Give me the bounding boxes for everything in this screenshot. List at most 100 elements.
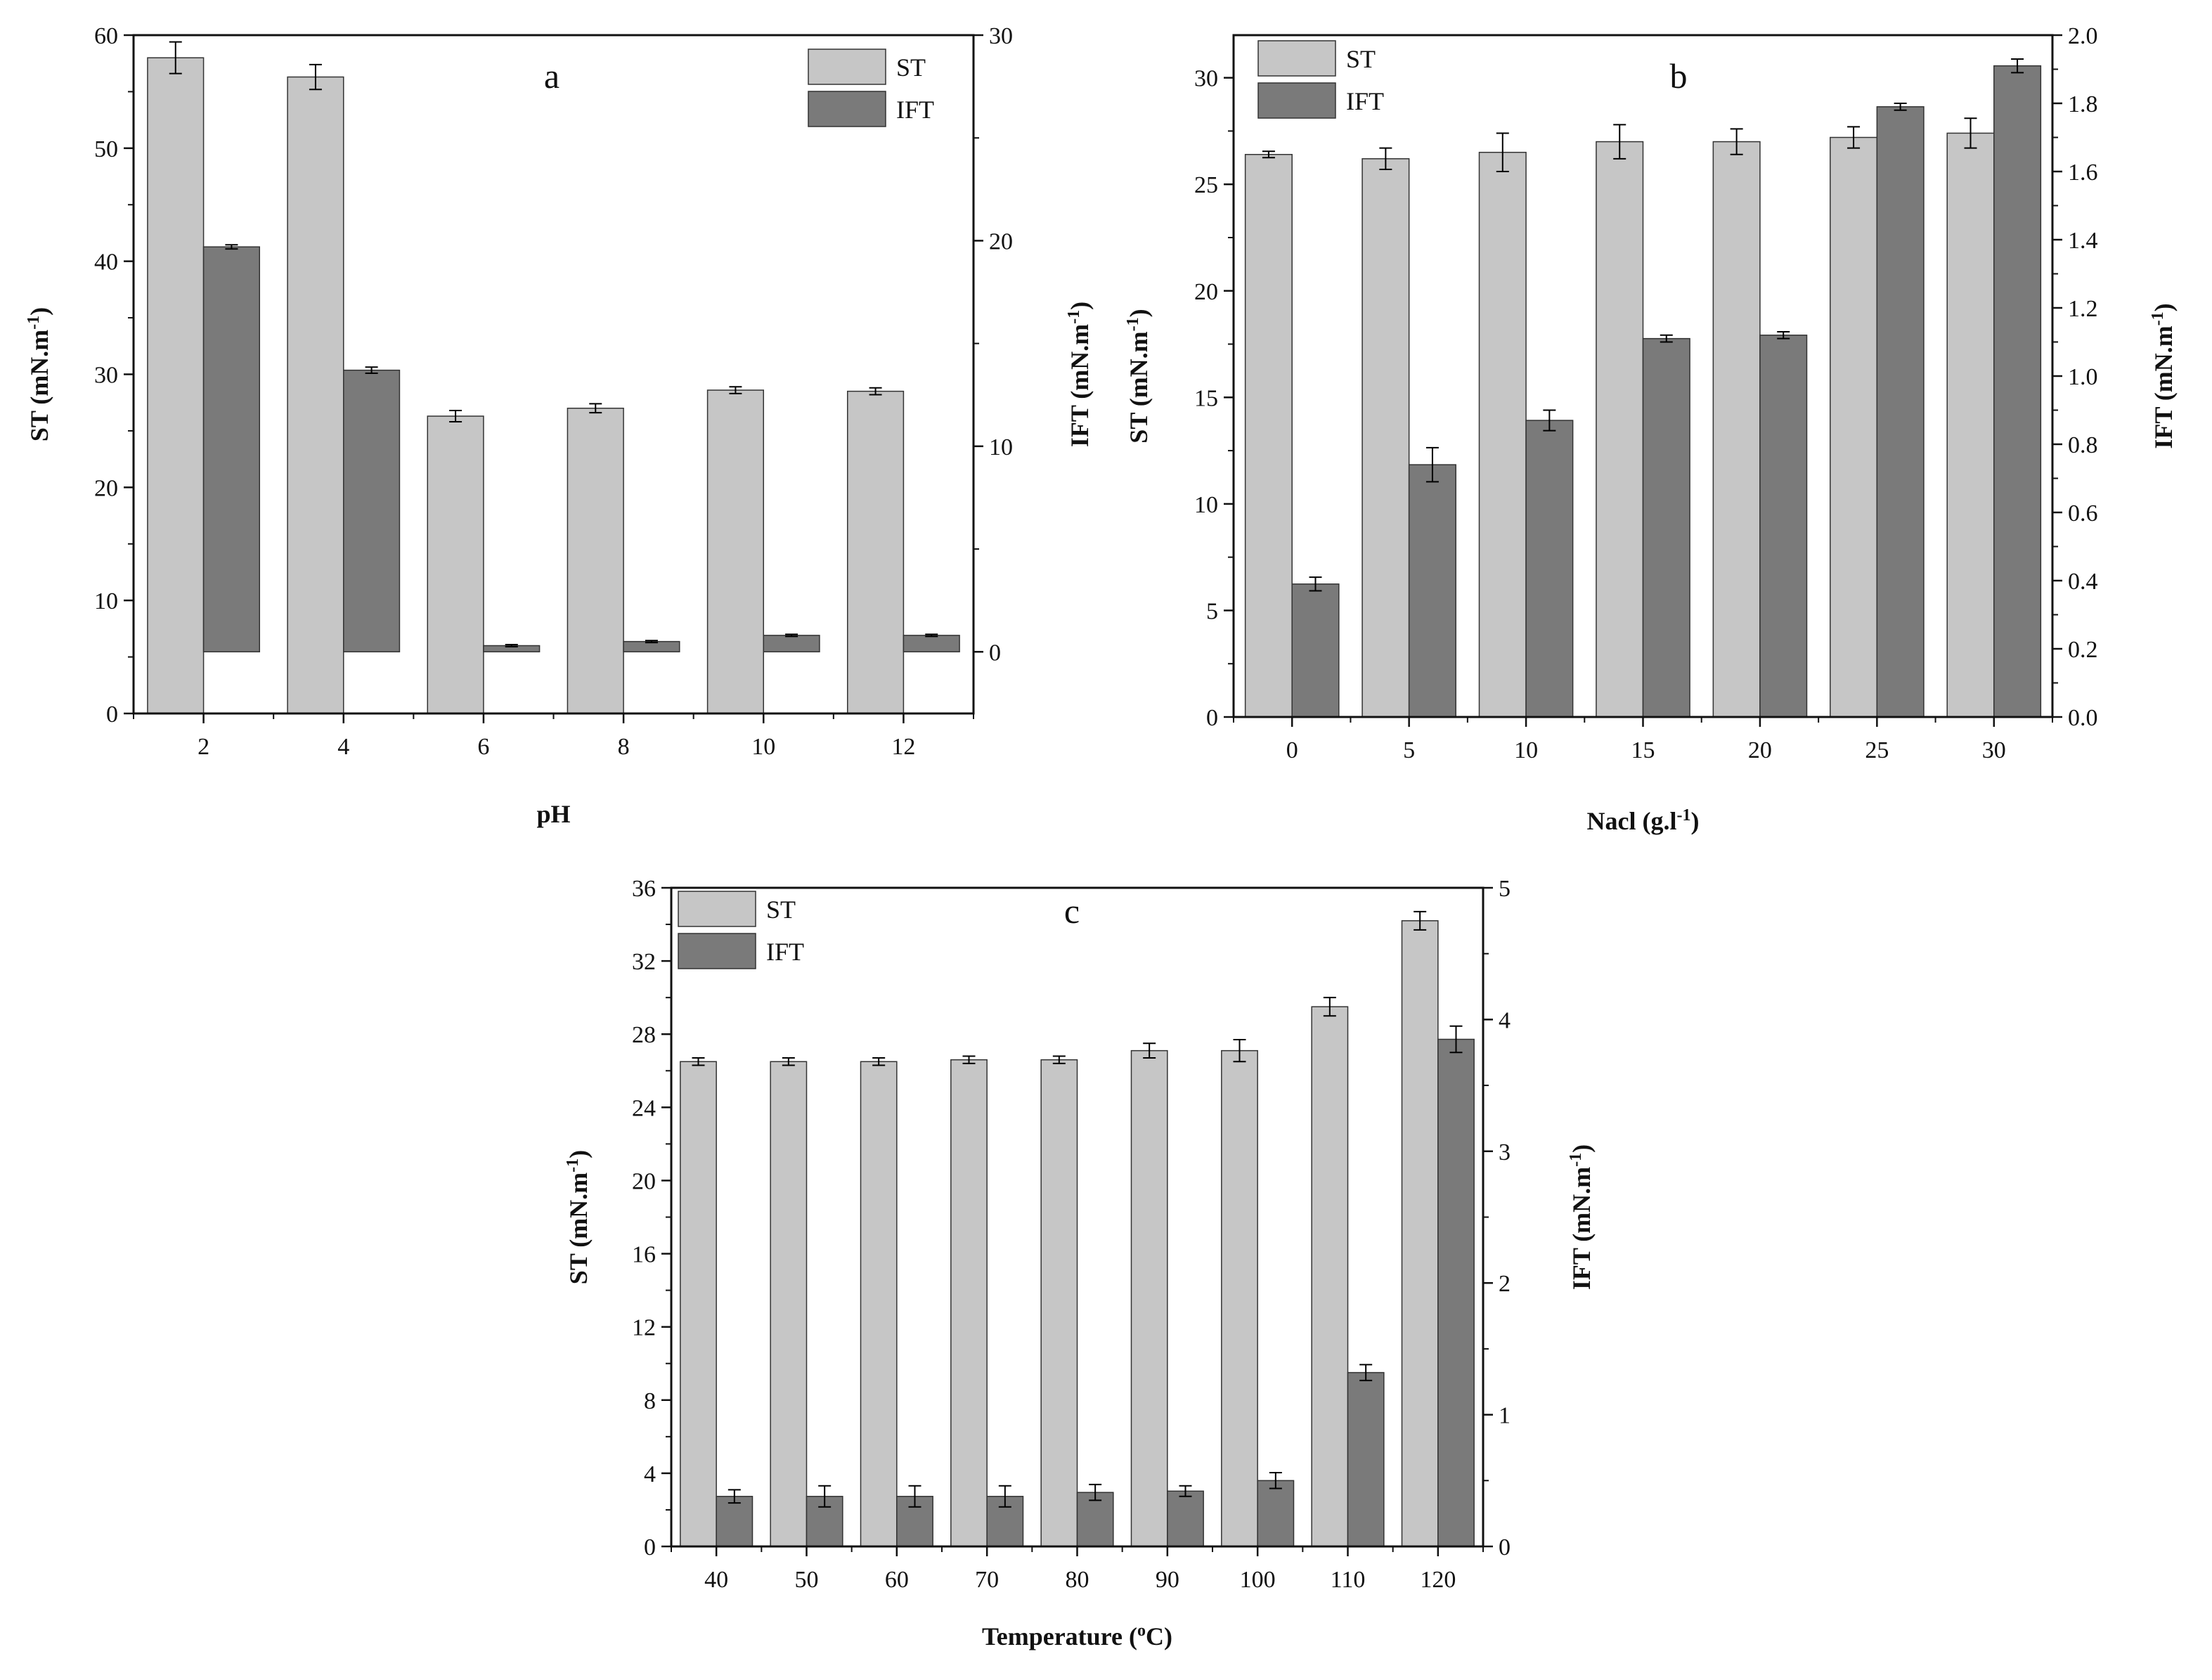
y-right-tick-label: 0.2 (2068, 637, 2098, 663)
bar-st (860, 1061, 898, 1547)
bar-st (1946, 132, 1995, 718)
bar-st (567, 408, 624, 714)
bar-st (847, 390, 905, 714)
legend-swatch-ift (1257, 82, 1336, 119)
y-right-tick-label: 0.4 (2068, 569, 2098, 595)
bar-st (147, 57, 205, 714)
bar-st (1221, 1049, 1258, 1547)
y-right-axis-title: IFT (mN.m-1) (2149, 303, 2178, 448)
y-right-tick-label: 20 (989, 228, 1013, 254)
y-right-tick-label: 1.4 (2068, 228, 2098, 254)
x-tick-label: 2 (198, 734, 209, 760)
y-left-tick-label: 30 (1194, 66, 1218, 92)
bar-st (427, 415, 484, 714)
legend-swatch-ift (808, 91, 886, 127)
panel-letter: c (1064, 891, 1080, 931)
y-right-axis-title: IFT (mN.m-1) (1065, 302, 1094, 447)
y-right-tick-label: 1.8 (2068, 91, 2098, 117)
x-tick-label: 5 (1403, 737, 1415, 763)
y-left-tick-label: 0 (106, 702, 118, 728)
y-right-axis-title: IFT (mN.m-1) (1567, 1144, 1596, 1290)
y-left-tick-label: 8 (644, 1388, 656, 1414)
bar-ift (1642, 337, 1690, 718)
y-right-tick-label: 30 (989, 23, 1013, 49)
bar-st (1362, 158, 1410, 718)
bar-ift (202, 246, 261, 653)
bar-st (1311, 1006, 1349, 1547)
x-tick-label: 12 (891, 734, 915, 760)
chart-panel-a: 2 4 6 8 10 12 0 10 20 30 40 50 60 0 10 20 30 a pH ST (mN.m-… (25, 23, 1094, 828)
y-left-tick-label: 50 (94, 136, 118, 162)
bar-st (1596, 141, 1644, 718)
y-left-tick-label: 12 (632, 1315, 656, 1341)
legend-swatch-st (808, 49, 886, 85)
y-left-tick-label: 0 (1206, 705, 1218, 731)
y-right-tick-label: 2 (1499, 1271, 1511, 1297)
y-right-tick-label: 3 (1499, 1139, 1511, 1165)
legend-label-st: ST (1346, 45, 1376, 73)
x-tick-label: 30 (1982, 737, 2006, 763)
bar-ift (1291, 583, 1340, 718)
x-tick-label: 120 (1420, 1567, 1456, 1593)
bar-ift (1525, 420, 1574, 718)
y-left-tick-label: 20 (632, 1168, 656, 1194)
y-right-tick-label: 1.2 (2068, 296, 2098, 322)
bar-st (1244, 154, 1293, 718)
panel-letter: a (544, 56, 560, 96)
x-tick-label: 20 (1748, 737, 1772, 763)
bar-ift (1076, 1492, 1114, 1547)
y-right-tick-label: 0 (989, 640, 1001, 666)
legend: ST IFT (678, 891, 804, 969)
bar-ift (1759, 335, 1808, 718)
bar-ift (1408, 464, 1456, 718)
y-left-tick-label: 20 (1194, 279, 1218, 305)
y-right-tick-label: 10 (989, 434, 1013, 460)
legend-label-st: ST (766, 896, 796, 924)
x-tick-label: 8 (618, 734, 630, 760)
legend-swatch-st (678, 891, 756, 927)
chart-panel-b: 0 5 10 15 20 25 30 0 5 10 15 20 25 30 0.0 0.2 0.4 0.6 0.8 1… (1124, 23, 2178, 835)
bar-ift (716, 1496, 753, 1547)
panel-letter: b (1670, 56, 1688, 96)
y-left-tick-label: 16 (632, 1242, 656, 1268)
legend-swatch-st (1257, 40, 1336, 77)
bar-ift (1993, 65, 2042, 718)
bar-st (1401, 920, 1439, 1547)
bar-ift (763, 635, 820, 653)
x-tick-label: 6 (477, 734, 489, 760)
y-left-tick-label: 20 (94, 475, 118, 501)
bar-st (287, 76, 344, 714)
x-tick-label: 10 (1514, 737, 1538, 763)
x-tick-label: 70 (975, 1567, 999, 1593)
bar-st (1040, 1059, 1078, 1547)
y-right-tick-label: 0.6 (2068, 500, 2098, 526)
x-axis-title: pH (536, 800, 570, 828)
y-right-tick-label: 1.6 (2068, 160, 2098, 186)
x-tick-label: 90 (1156, 1567, 1179, 1593)
y-left-tick-label: 32 (632, 949, 656, 975)
y-left-tick-label: 60 (94, 23, 118, 49)
y-left-tick-label: 15 (1194, 385, 1218, 411)
y-right-tick-label: 2.0 (2068, 23, 2098, 49)
legend-label-ift: IFT (1346, 87, 1384, 115)
y-left-tick-label: 40 (94, 250, 118, 276)
bar-st (680, 1061, 717, 1547)
legend-label-ift: IFT (766, 938, 804, 966)
x-tick-label: 110 (1331, 1567, 1366, 1593)
bar-ift (1437, 1038, 1475, 1547)
y-left-tick-label: 10 (94, 588, 118, 614)
y-left-tick-label: 24 (632, 1095, 656, 1121)
y-left-tick-label: 5 (1206, 598, 1218, 624)
x-axis-title: Nacl (g.l-1) (1587, 806, 1700, 835)
x-tick-label: 10 (751, 734, 775, 760)
bar-ift (1876, 106, 1925, 718)
x-tick-label: 40 (704, 1567, 728, 1593)
x-tick-label: 50 (795, 1567, 819, 1593)
legend-label-st: ST (896, 53, 926, 82)
y-left-axis-title: ST (mN.m-1) (25, 307, 53, 441)
bar-ift (903, 635, 960, 653)
x-tick-label: 15 (1631, 737, 1655, 763)
x-tick-label: 100 (1240, 1567, 1276, 1593)
bar-st (706, 389, 764, 714)
